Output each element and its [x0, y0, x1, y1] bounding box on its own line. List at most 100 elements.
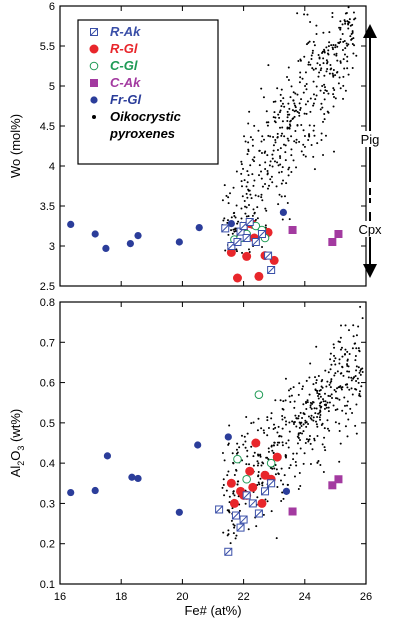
- oikocrystic-point: [257, 481, 260, 484]
- oikocrystic-point: [319, 89, 322, 92]
- oikocrystic-point: [244, 446, 247, 449]
- oikocrystic-point: [280, 195, 283, 198]
- legend-r-ak-marker: [90, 28, 98, 36]
- r-gl-point: [226, 247, 236, 257]
- oikocrystic-point: [256, 217, 259, 220]
- oikocrystic-point: [227, 196, 230, 199]
- oikocrystic-point: [316, 434, 319, 437]
- oikocrystic-point: [329, 352, 332, 355]
- oikocrystic-point: [297, 433, 300, 436]
- oikocrystic-point: [258, 483, 261, 486]
- oikocrystic-point: [358, 393, 361, 396]
- oikocrystic-point: [246, 196, 249, 199]
- oikocrystic-point: [349, 35, 352, 38]
- oikocrystic-point: [253, 160, 256, 163]
- oikocrystic-point: [235, 452, 238, 455]
- oikocrystic-point: [315, 24, 318, 27]
- oikocrystic-point: [253, 212, 256, 215]
- oikocrystic-point: [305, 401, 308, 404]
- oikocrystic-point: [300, 421, 303, 424]
- oikocrystic-point: [312, 155, 315, 158]
- oikocrystic-point: [257, 195, 260, 198]
- oikocrystic-point: [286, 110, 289, 113]
- oikocrystic-point: [350, 37, 353, 40]
- oikocrystic-point: [315, 32, 318, 35]
- oikocrystic-point: [293, 140, 296, 143]
- oikocrystic-point: [326, 380, 329, 383]
- oikocrystic-point: [286, 119, 289, 122]
- oikocrystic-point: [328, 401, 331, 404]
- oikocrystic-point: [334, 363, 337, 366]
- oikocrystic-point: [304, 421, 307, 424]
- oikocrystic-point: [293, 115, 296, 118]
- oikocrystic-point: [251, 214, 254, 217]
- oikocrystic-point: [312, 80, 315, 83]
- oikocrystic-point: [241, 251, 244, 254]
- oikocrystic-point: [318, 393, 321, 396]
- oikocrystic-point: [357, 366, 360, 369]
- oikocrystic-point: [292, 159, 295, 162]
- oikocrystic-point: [243, 200, 246, 203]
- oikocrystic-point: [333, 88, 336, 91]
- oikocrystic-point: [290, 135, 293, 138]
- oikocrystic-point: [325, 406, 328, 409]
- oikocrystic-point: [323, 407, 326, 410]
- oikocrystic-point: [236, 483, 239, 486]
- oikocrystic-point: [299, 76, 302, 79]
- oikocrystic-point: [344, 348, 347, 351]
- oikocrystic-point: [279, 109, 282, 112]
- oikocrystic-point: [274, 116, 277, 119]
- oikocrystic-point: [273, 160, 276, 163]
- oikocrystic-point: [260, 196, 263, 199]
- r-ak-point: [221, 224, 230, 233]
- oikocrystic-point: [278, 111, 281, 114]
- oikocrystic-point: [334, 44, 337, 47]
- oikocrystic-point: [233, 474, 236, 477]
- oikocrystic-point: [312, 40, 315, 43]
- oikocrystic-point: [311, 448, 314, 451]
- oikocrystic-point: [332, 404, 335, 407]
- oikocrystic-point: [333, 388, 336, 391]
- r-ak-point: [242, 234, 251, 242]
- oikocrystic-point: [284, 151, 287, 154]
- oikocrystic-point: [293, 400, 296, 403]
- oikocrystic-point: [303, 112, 306, 115]
- oikocrystic-point: [297, 414, 300, 417]
- oikocrystic-point: [351, 393, 354, 396]
- oikocrystic-point: [324, 369, 327, 372]
- r-ak-point: [261, 487, 270, 496]
- oikocrystic-point: [263, 138, 266, 141]
- oikocrystic-point: [240, 160, 243, 163]
- oikocrystic-point: [247, 150, 250, 153]
- oikocrystic-point: [334, 390, 337, 393]
- fr-gl-point: [91, 230, 99, 238]
- bottom-panel: 0.1 0.2 0.3 0.4 0.5 0.6 0.7 0.8 16 18 20 22 24 26 Al…: [8, 297, 372, 618]
- oikocrystic-point: [279, 155, 282, 158]
- oikocrystic-point: [276, 136, 279, 139]
- oikocrystic-point: [281, 414, 284, 417]
- oikocrystic-point: [295, 138, 298, 141]
- oikocrystic-point: [225, 489, 228, 492]
- oikocrystic-point: [298, 140, 301, 143]
- oikocrystic-point: [303, 13, 306, 16]
- pig-label: Pig: [361, 132, 380, 147]
- oikocrystic-point: [283, 105, 286, 108]
- oikocrystic-point: [353, 44, 356, 47]
- oikocrystic-point: [308, 393, 311, 396]
- oikocrystic-point: [271, 449, 274, 452]
- oikocrystic-point: [346, 359, 349, 362]
- oikocrystic-point: [309, 404, 312, 407]
- oikocrystic-point: [247, 215, 250, 218]
- fr-gl-point: [224, 433, 232, 441]
- oikocrystic-point: [286, 116, 289, 119]
- oikocrystic-point: [235, 248, 238, 251]
- oikocrystic-point: [288, 166, 291, 169]
- oikocrystic-point: [280, 467, 283, 470]
- oikocrystic-point: [271, 181, 274, 184]
- fr-gl-point: [279, 208, 287, 216]
- oikocrystic-point: [354, 359, 357, 362]
- oikocrystic-point: [307, 440, 310, 443]
- oikocrystic-point: [279, 156, 282, 159]
- oikocrystic-point: [320, 138, 323, 141]
- oikocrystic-point: [299, 108, 302, 111]
